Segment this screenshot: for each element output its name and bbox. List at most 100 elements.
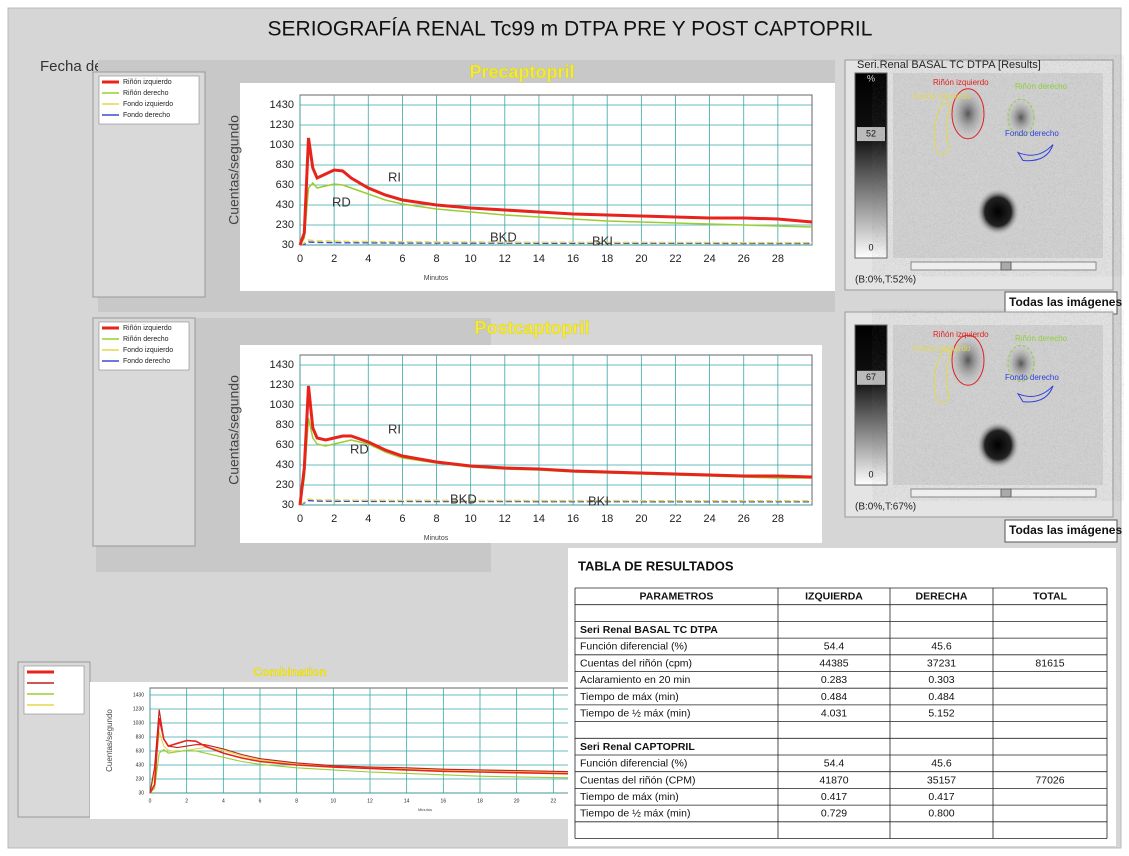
y-tick-label: 1030 (270, 139, 294, 151)
x-tick-label: 8 (295, 798, 298, 804)
y-tick-label: 830 (276, 159, 294, 171)
x-tick-label: 0 (297, 253, 303, 265)
roi-left-kidney (951, 334, 985, 386)
table-cell: Función diferencial (%) (580, 641, 687, 653)
table-cell: Aclaramiento en 20 min (580, 674, 690, 686)
roi-label: Riñón derecho (1015, 82, 1068, 91)
roi-label: Riñón izquierdo (933, 330, 989, 339)
roi-left-background (933, 350, 952, 404)
table-cell: Cuentas del riñón (cpm) (580, 657, 692, 669)
roi-right-background (1016, 144, 1054, 162)
table-cell: 0.800 (928, 808, 954, 820)
curve-annotation: BKI (592, 233, 613, 248)
legend-label: Riñón izquierdo (123, 325, 172, 332)
all-images-button[interactable] (1004, 519, 1118, 543)
legend-label: Riñón derecho (123, 336, 169, 343)
kidney-left (948, 85, 988, 142)
legend-label: Riñón derecho (123, 90, 169, 97)
roi-left-background (933, 102, 952, 156)
y-tick-label: 1430 (133, 692, 144, 698)
scale-min: 0 (868, 242, 873, 252)
x-tick-label: 4 (365, 253, 371, 265)
x-tick-label: 6 (399, 253, 405, 265)
y-tick-label: 1030 (270, 399, 294, 411)
scale-level-box (857, 127, 885, 142)
y-tick-label: 430 (276, 199, 294, 211)
roi-left-kidney (951, 88, 985, 140)
x-tick-label: 18 (601, 513, 613, 525)
x-tick-label: 4 (365, 513, 371, 525)
y-tick-label: 1230 (270, 119, 294, 131)
series-line (299, 239, 812, 246)
x-axis-label: Minutos (424, 535, 449, 542)
kidney-right (1005, 343, 1037, 384)
x-tick-label: 16 (441, 798, 447, 804)
y-tick-label: 30 (282, 499, 294, 511)
scroll-thumb (1000, 261, 1012, 271)
roi-label: Fondo derecho (1005, 129, 1059, 138)
table-cell: Tiempo de máx (min) (580, 791, 679, 803)
x-tick-label: 22 (669, 513, 681, 525)
x-tick-label: 2 (185, 798, 188, 804)
table-cell: 0.303 (928, 674, 954, 686)
x-tick-label: 18 (477, 798, 483, 804)
table-cell: 54.4 (824, 641, 845, 653)
table-cell: 77026 (1035, 774, 1064, 786)
table-cell: Tiempo de ½ máx (min) (580, 708, 690, 720)
y-axis-label: Cuentas/segundo (105, 709, 114, 772)
x-tick-label: 4 (222, 798, 225, 804)
section-title: Seri Renal CAPTOPRIL (580, 741, 695, 753)
roi-label: Fondo izquierdo (913, 344, 971, 353)
table-cell: Tiempo de máx (min) (580, 691, 679, 703)
x-tick-label: 24 (703, 513, 715, 525)
scale-level-box (857, 370, 885, 385)
chart-title: Postcaptopril (474, 318, 589, 338)
bladder (976, 421, 1020, 469)
kidney-left (948, 332, 988, 389)
curve-annotation: RD (350, 441, 369, 456)
table-cell: 44385 (819, 657, 848, 669)
legend-box (23, 665, 85, 715)
bladder (976, 187, 1020, 236)
y-tick-label: 830 (276, 419, 294, 431)
curve-annotation: RD (332, 194, 351, 209)
page-title: SERIOGRAFÍA RENAL Tc99 m DTPA PRE Y POST… (268, 18, 873, 41)
curve-annotation: BKI (588, 493, 609, 508)
curve-annotation: RI (388, 169, 401, 184)
intensity-scale (854, 324, 888, 486)
roi-label: Riñón derecho (1015, 334, 1068, 343)
y-tick-label: 630 (276, 179, 294, 191)
series-line (299, 498, 812, 506)
y-tick-label: 1030 (133, 720, 144, 726)
legend-label: Fondo derecho (123, 112, 170, 119)
x-tick-label: 6 (259, 798, 262, 804)
chart-area (240, 345, 822, 543)
x-tick-label: 8 (433, 513, 439, 525)
x-tick-label: 22 (669, 253, 681, 265)
chart-title: Combination (253, 665, 326, 679)
table-cell: 45.6 (931, 758, 952, 770)
roi-label: Fondo izquierdo (913, 92, 971, 101)
y-axis-label: Cuentas/segundo (226, 375, 242, 485)
chart-area (240, 83, 835, 291)
x-axis-label: Minutos (424, 275, 449, 282)
x-tick-label: 28 (772, 253, 784, 265)
x-tick-label: 18 (601, 253, 613, 265)
y-tick-label: 430 (276, 459, 294, 471)
x-tick-label: 2 (331, 253, 337, 265)
table-cell: 37231 (927, 657, 956, 669)
x-tick-label: 0 (297, 513, 303, 525)
y-tick-label: 830 (136, 734, 145, 740)
table-cell: Tiempo de ½ máx (min) (580, 808, 690, 820)
x-tick-label: 14 (533, 253, 545, 265)
table-cell: 41870 (819, 774, 848, 786)
table-cell: 5.152 (928, 708, 954, 720)
series-line (298, 385, 813, 506)
x-tick-label: 10 (465, 513, 477, 525)
x-tick-label: 12 (367, 798, 373, 804)
series-line (299, 181, 813, 246)
roi-right-background (1016, 385, 1054, 403)
y-tick-label: 230 (276, 219, 294, 231)
series-line (299, 241, 812, 246)
